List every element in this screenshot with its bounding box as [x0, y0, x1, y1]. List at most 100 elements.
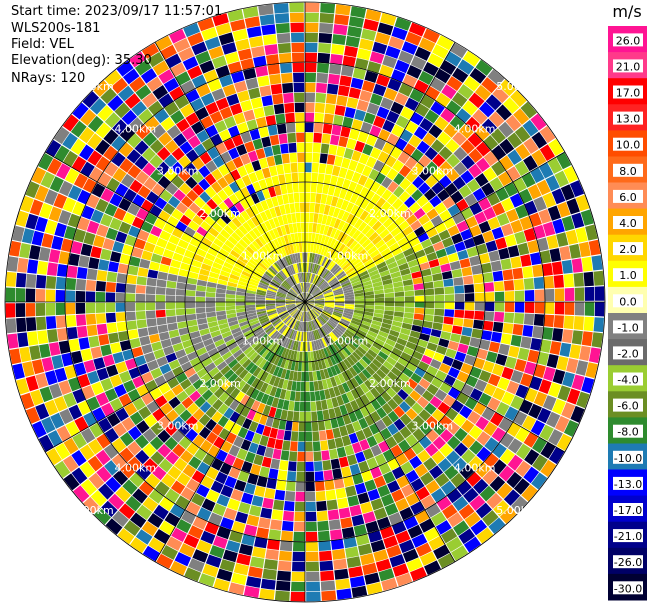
velocity-gate: [563, 273, 574, 288]
velocity-gate: [297, 162, 305, 173]
colorbar: m/s 26.021.017.013.010.08.06.04.02.01.00…: [608, 2, 647, 601]
velocity-gate: [228, 444, 240, 457]
velocity-gate: [290, 233, 296, 244]
velocity-gate: [364, 294, 375, 299]
velocity-gate: [373, 475, 387, 488]
velocity-gate: [280, 225, 287, 236]
velocity-gate: [174, 245, 186, 256]
velocity-gate: [342, 346, 352, 356]
velocity-gate: [105, 518, 123, 535]
velocity-gate: [255, 306, 266, 310]
velocity-gate: [196, 539, 212, 554]
velocity-gate: [136, 465, 152, 480]
velocity-gate: [314, 275, 320, 285]
velocity-gate: [291, 287, 299, 295]
velocity-gate: [248, 421, 259, 433]
velocity-gate: [326, 322, 335, 330]
velocity-gate: [311, 341, 316, 351]
velocity-gate: [31, 230, 44, 246]
velocity-gate: [285, 300, 296, 302]
velocity-gate: [539, 424, 554, 441]
velocity-gate: [232, 330, 243, 338]
colorbar-tick-label: 21.0: [616, 60, 641, 73]
velocity-gate: [365, 262, 376, 270]
velocity-gate: [344, 331, 354, 340]
velocity-gate: [295, 302, 305, 304]
velocity-gate: [452, 457, 468, 472]
velocity-gate: [398, 372, 410, 383]
velocity-gate: [434, 116, 449, 131]
velocity-gate: [320, 580, 336, 591]
velocity-gate: [345, 344, 355, 354]
velocity-gate: [424, 348, 436, 359]
velocity-gate: [399, 506, 414, 521]
velocity-gate: [184, 208, 196, 220]
velocity-gate: [309, 331, 314, 341]
velocity-gate: [275, 304, 286, 307]
velocity-gate: [46, 448, 62, 466]
velocity-gate: [110, 251, 122, 263]
velocity-gate: [345, 485, 357, 497]
velocity-gate: [251, 400, 261, 412]
velocity-gate: [216, 310, 226, 316]
velocity-gate: [351, 171, 362, 183]
velocity-gate: [393, 418, 406, 431]
velocity-gate: [129, 76, 146, 93]
velocity-gate: [291, 381, 297, 391]
velocity-gate: [483, 167, 497, 182]
velocity-gate: [510, 496, 528, 513]
velocity-gate: [451, 325, 463, 335]
colorbar-tick-bg: [613, 85, 643, 99]
velocity-gate: [434, 294, 445, 302]
velocity-gate: [411, 243, 423, 253]
velocity-gate: [120, 432, 134, 447]
velocity-gate: [224, 355, 236, 365]
velocity-gate: [230, 103, 243, 116]
velocity-gate: [322, 270, 330, 279]
velocity-gate: [321, 326, 329, 335]
velocity-gate: [565, 229, 579, 245]
velocity-gate: [202, 563, 219, 578]
velocity-gate: [542, 327, 553, 340]
velocity-gate: [394, 302, 405, 307]
velocity-gate: [410, 220, 422, 231]
velocity-gate: [205, 297, 216, 302]
velocity-gate: [39, 202, 53, 219]
velocity-gate: [255, 65, 269, 77]
velocity-gate: [256, 402, 266, 414]
velocity-gate: [151, 253, 163, 264]
velocity-gate: [221, 351, 233, 361]
velocity-gate: [336, 177, 345, 188]
velocity-gate: [309, 202, 315, 213]
velocity-gate: [310, 310, 317, 319]
velocity-gate: [314, 360, 320, 371]
velocity-gate: [403, 247, 414, 257]
velocity-gate: [198, 573, 216, 587]
velocity-gate: [360, 501, 373, 514]
velocity-gate: [461, 327, 473, 337]
velocity-gate: [176, 472, 191, 486]
velocity-gate: [444, 309, 455, 317]
velocity-gate: [322, 246, 329, 257]
velocity-gate: [258, 235, 267, 246]
velocity-gate: [313, 253, 318, 264]
velocity-gate: [255, 267, 265, 275]
velocity-gate: [354, 482, 367, 495]
velocity-gate: [275, 303, 286, 306]
velocity-gate: [352, 364, 362, 375]
velocity-gate: [354, 58, 369, 70]
velocity-gate: [335, 198, 344, 209]
velocity-gate: [316, 223, 322, 234]
velocity-gate: [292, 421, 299, 432]
velocity-gate: [67, 327, 78, 340]
velocity-gate: [305, 300, 315, 302]
velocity-gate: [285, 112, 295, 123]
velocity-gate: [556, 232, 569, 247]
velocity-gate: [350, 277, 361, 284]
velocity-gate: [324, 305, 334, 308]
velocity-gate: [78, 255, 90, 268]
velocity-gate: [56, 315, 67, 329]
velocity-gate: [325, 429, 334, 440]
velocity-gate: [336, 339, 345, 348]
